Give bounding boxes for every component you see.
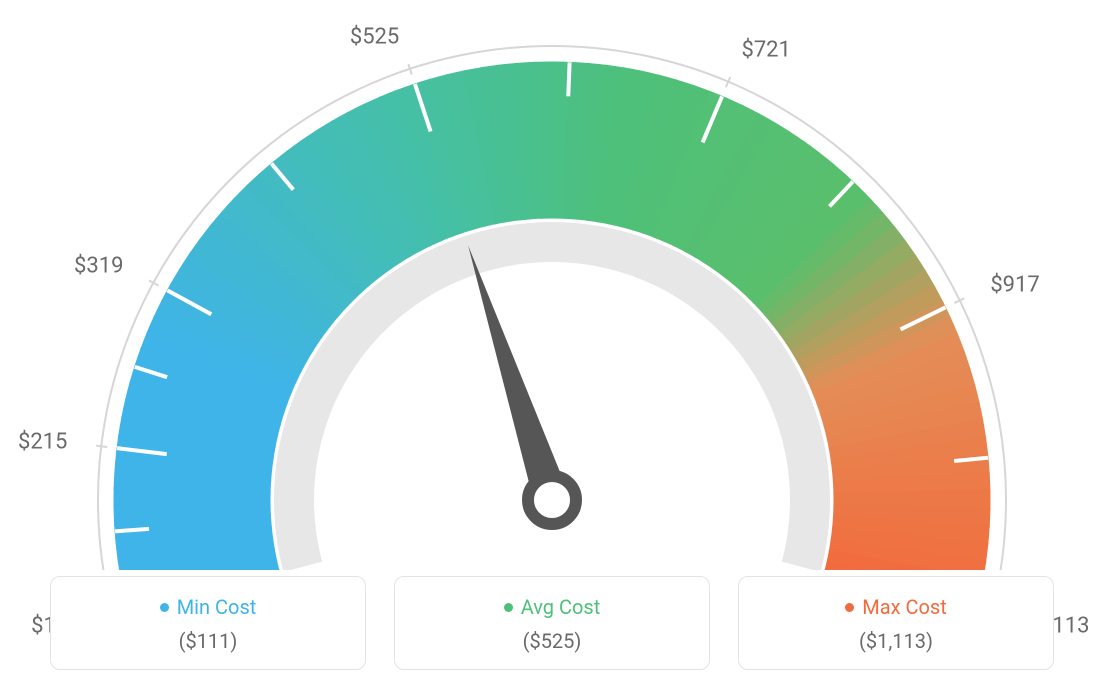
legend-label: Avg Cost [521,595,601,619]
legend-dot-icon [160,603,169,612]
gauge-tick-label: $721 [741,38,790,63]
legend-value: ($111) [61,629,355,653]
gauge-tick-label: $917 [990,273,1039,298]
legend-value: ($525) [405,629,699,653]
legend-row: Min Cost ($111) Avg Cost ($525) Max Cost ($1,… [50,576,1054,670]
gauge-tick-label: $215 [18,430,67,455]
legend-card-min: Min Cost ($111) [50,576,366,670]
legend-card-max: Max Cost ($1,113) [738,576,1054,670]
gauge-tick-label: $319 [74,254,123,279]
legend-title: Max Cost [845,595,947,619]
legend-title: Min Cost [160,595,257,619]
gauge-svg [0,0,1104,570]
legend-label: Min Cost [177,595,257,619]
legend-card-avg: Avg Cost ($525) [394,576,710,670]
gauge-chart: $111$215$319$525$721$917$1,113 [0,0,1104,570]
legend-title: Avg Cost [504,595,601,619]
legend-label: Max Cost [862,595,947,619]
legend-dot-icon [845,603,854,612]
legend-value: ($1,113) [749,629,1043,653]
gauge-tick-label: $525 [350,24,399,49]
legend-dot-icon [504,603,513,612]
